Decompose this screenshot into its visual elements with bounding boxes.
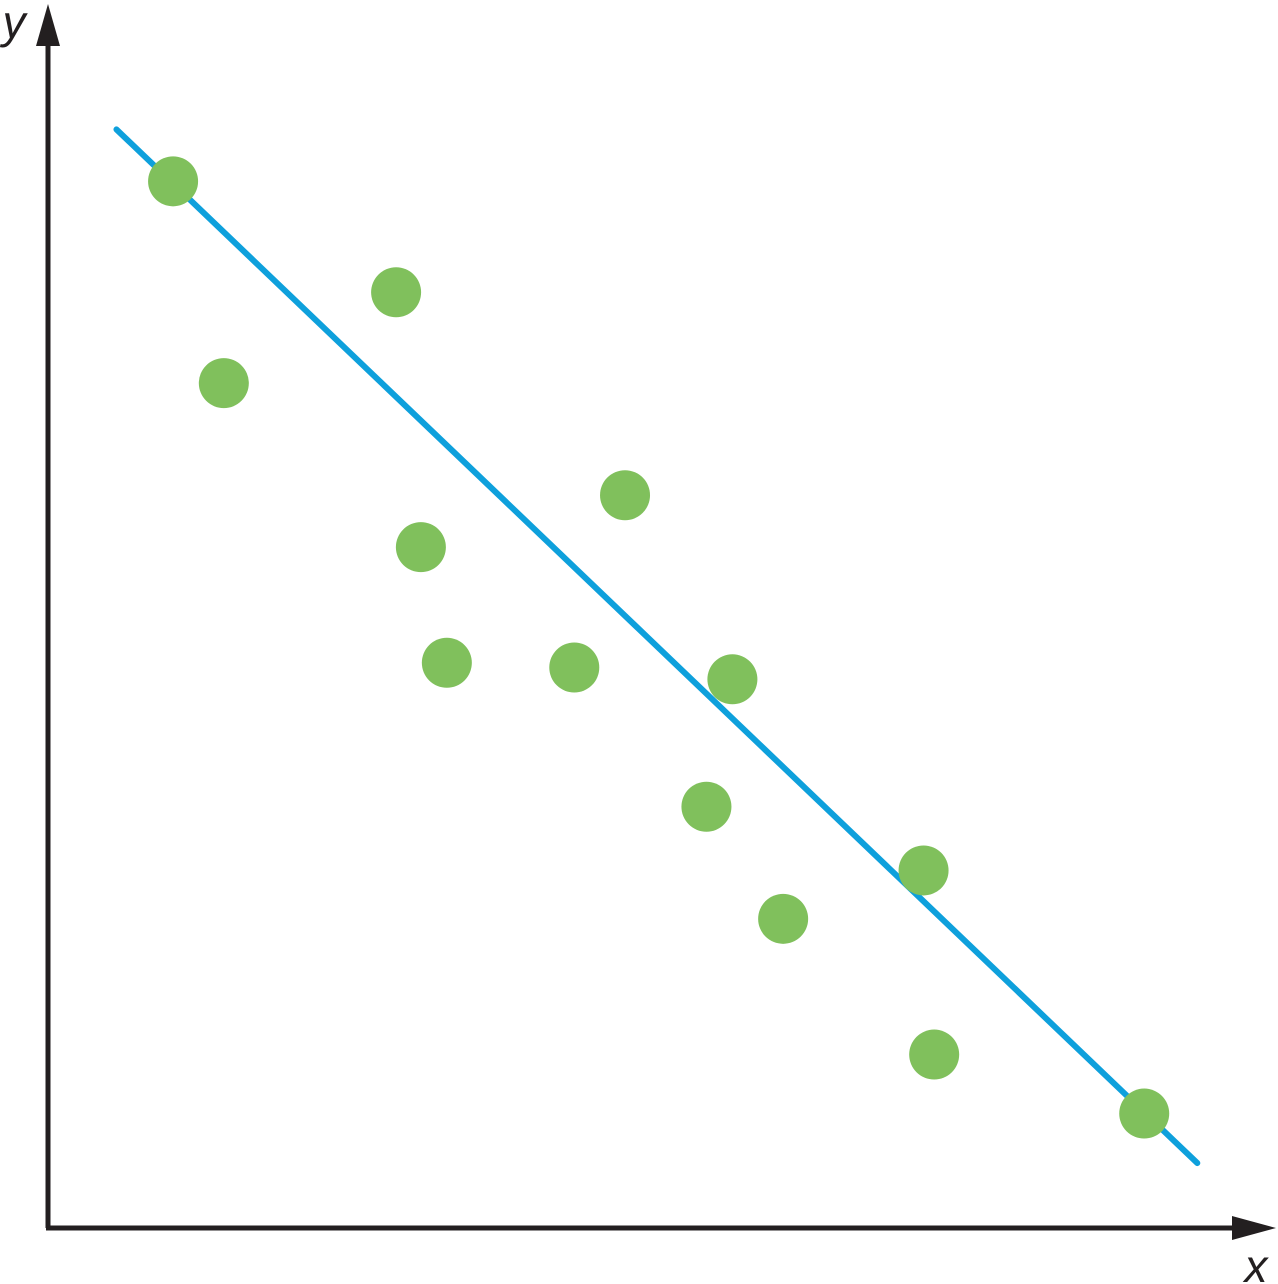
point	[549, 642, 600, 693]
point	[758, 893, 809, 944]
y-axis-label: y	[0, 0, 29, 48]
point	[421, 637, 472, 688]
point	[1119, 1088, 1170, 1139]
point	[395, 522, 446, 573]
point	[600, 470, 651, 521]
point	[707, 654, 758, 705]
point	[909, 1029, 960, 1080]
trend-line	[113, 126, 1201, 1167]
point	[148, 156, 199, 207]
point	[681, 781, 732, 832]
point	[198, 358, 249, 409]
x-axis-label: x	[1243, 1240, 1270, 1284]
point	[371, 267, 422, 318]
y-arrow	[36, 4, 60, 46]
point	[898, 845, 949, 896]
x-arrow	[1232, 1216, 1276, 1240]
